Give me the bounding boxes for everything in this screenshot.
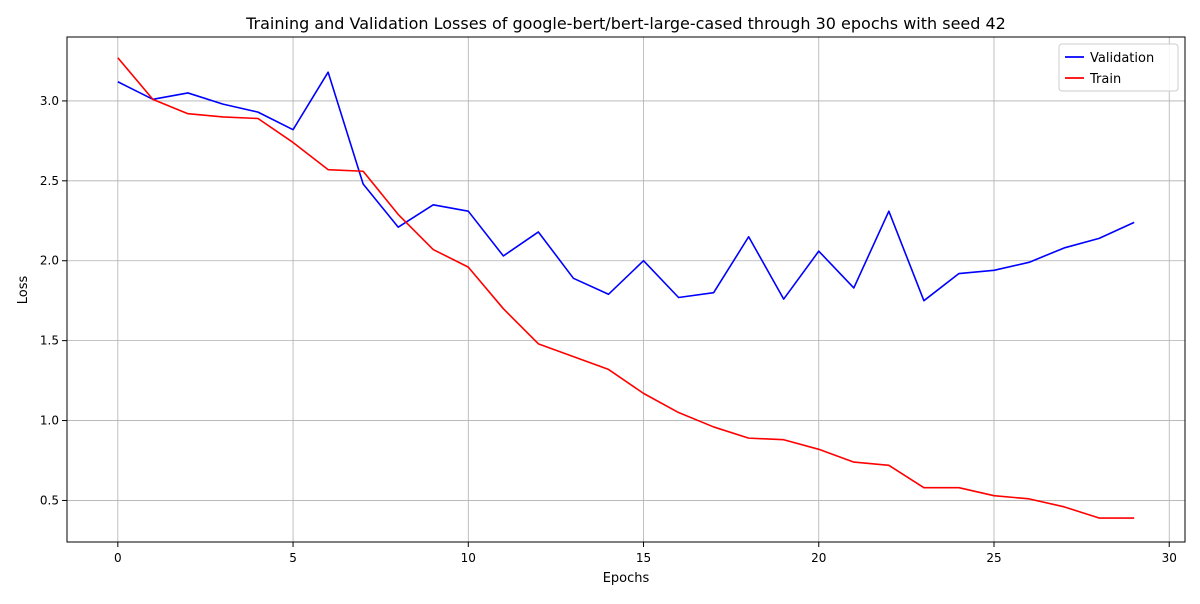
series-lines — [117, 57, 1135, 519]
y-tick-label: 3.0 — [40, 94, 59, 108]
y-axis-ticks: 0.5 1.0 1.5 2.0 2.5 3.0 — [40, 94, 67, 507]
y-tick-label: 0.5 — [40, 493, 59, 507]
x-tick-label: 0 — [114, 551, 122, 565]
x-tick-label: 5 — [289, 551, 297, 565]
legend: Validation Train — [1058, 43, 1179, 92]
y-tick-label: 1.0 — [40, 414, 59, 428]
series-line-validation — [117, 71, 1135, 302]
y-axis-label: Loss — [16, 276, 31, 305]
legend-box — [1058, 43, 1179, 92]
legend-label-validation: Validation — [1090, 51, 1154, 66]
y-tick-label: 2.5 — [40, 174, 59, 188]
y-tick-label: 1.5 — [40, 334, 59, 348]
chart-title: Training and Validation Losses of google… — [245, 14, 1006, 33]
x-tick-label: 15 — [636, 551, 651, 565]
x-tick-label: 30 — [1162, 551, 1177, 565]
y-tick-label: 2.0 — [40, 254, 59, 268]
grid-lines — [67, 37, 1185, 542]
x-tick-label: 10 — [461, 551, 476, 565]
plot-area-frame — [66, 36, 1186, 543]
x-tick-label: 20 — [811, 551, 826, 565]
legend-label-train: Train — [1089, 72, 1121, 87]
x-axis-label: Epochs — [603, 571, 650, 586]
series-line-train — [117, 57, 1135, 519]
x-tick-label: 25 — [986, 551, 1001, 565]
x-axis-ticks: 0 5 10 15 20 25 30 — [114, 542, 1177, 565]
